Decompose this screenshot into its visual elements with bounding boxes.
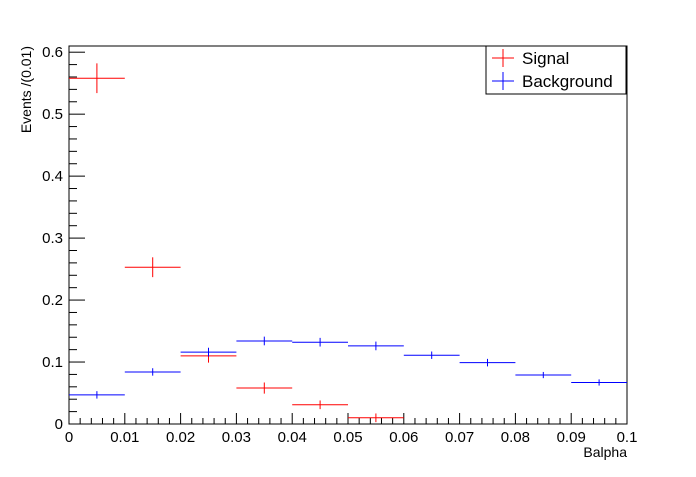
x-tick-label: 0.01: [110, 429, 139, 446]
signal-point: [124, 257, 181, 278]
x-tick-label: 0.03: [222, 429, 251, 446]
background-point: [403, 351, 460, 359]
background-point: [180, 347, 237, 357]
legend-box: [485, 45, 627, 95]
background-point: [348, 341, 404, 351]
signal-point: [348, 413, 404, 423]
background-point: [459, 358, 516, 367]
signal-point: [236, 382, 293, 394]
y-axis-title: Events /(0.01): [18, 46, 34, 133]
x-tick-label: 0.09: [557, 429, 586, 446]
axes: 0 0.01 0.02 0.03 0.04 0.05 0.06 0.07 0.08 0.09 0.1…: [18, 44, 637, 460]
x-tick-label: 0.05: [333, 429, 362, 446]
x-tick-label: 0.06: [389, 429, 418, 446]
signal-point: [69, 63, 125, 94]
series-signal: [69, 63, 404, 423]
signal-point: [292, 400, 348, 410]
plot-frame: [68, 45, 628, 425]
x-tick-label: 0.04: [278, 429, 307, 446]
background-point: [69, 391, 125, 399]
y-tick-label: 0.6: [42, 44, 63, 61]
y-tick-label: 0: [55, 416, 63, 433]
plot-area: [69, 63, 627, 423]
x-tick-label: 0: [65, 429, 73, 446]
background-point: [571, 379, 627, 386]
background-point: [236, 336, 293, 346]
y-tick-label: 0.1: [42, 354, 63, 371]
legend-label-signal: Signal: [522, 49, 569, 68]
y-tick-label: 0.3: [42, 230, 63, 247]
x-tick-label: 0.08: [501, 429, 530, 446]
y-tick-label: 0.5: [42, 106, 63, 123]
background-point: [515, 371, 572, 379]
x-axis-title: Balpha: [583, 444, 627, 460]
series-background: [69, 336, 627, 399]
x-tick-label: 0.1: [617, 429, 638, 446]
legend: Signal Background: [485, 45, 627, 95]
y-tick-label: 0.4: [42, 168, 63, 185]
x-tick-label: 0.02: [166, 429, 195, 446]
background-point: [124, 368, 181, 376]
x-tick-label: 0.07: [445, 429, 474, 446]
background-point: [292, 337, 348, 347]
y-tick-label: 0.2: [42, 292, 63, 309]
legend-label-background: Background: [522, 72, 613, 91]
